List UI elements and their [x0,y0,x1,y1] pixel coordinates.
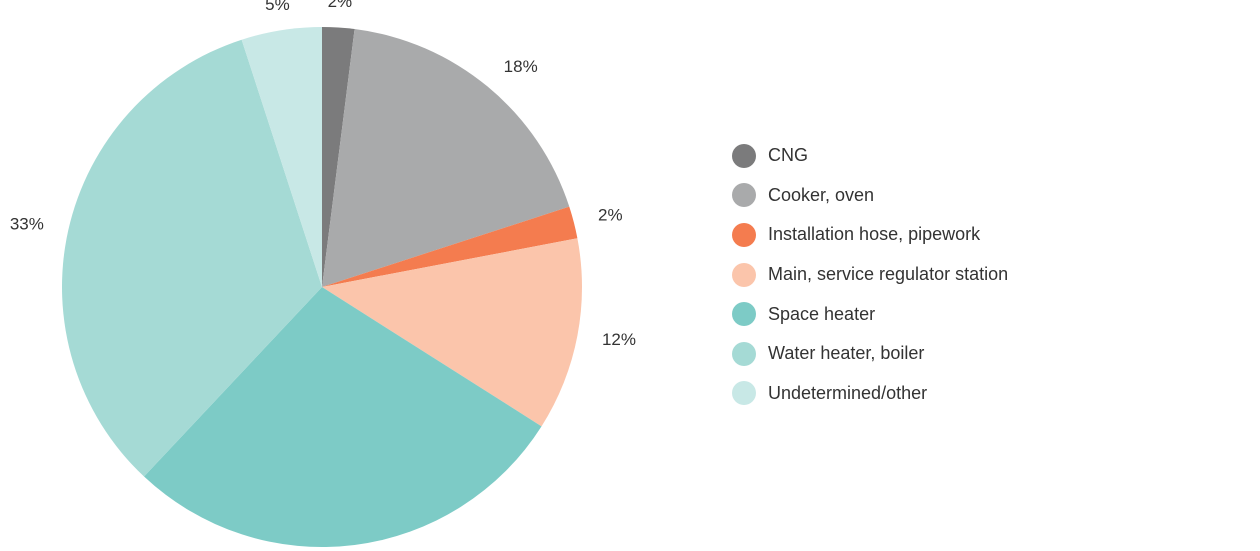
pie-slice-main-service-regulator-station [322,238,582,427]
legend-item-space-heater: Space heater [732,294,1008,334]
slice-label-cooker-oven: 18% [504,57,538,76]
legend-item-undetermined-other: Undetermined/other [732,374,1008,414]
legend-swatch [732,183,756,208]
legend-item-main-service-regulator: Main, service regulator station [732,255,1008,295]
legend-swatch [732,143,756,168]
slice-labels: 2%18%2%12%28%33%5% [10,0,636,349]
legend-label: Space heater [768,303,876,324]
pie-slice-installation-hose-pipework [322,206,578,287]
legend-label: Main, service regulator station [768,264,1009,285]
legend-label: Installation hose, pipework [768,224,981,245]
legend-swatch [732,381,756,406]
legend-swatch [732,302,756,327]
legend-item-installation-hose: Installation hose, pipework [732,215,1008,255]
legend-label: Undetermined/other [768,382,928,403]
legend-swatch [732,262,756,287]
legend-item-water-heater-boiler: Water heater, boiler [732,334,1008,374]
legend-swatch [732,341,756,366]
legend-label: CNG [768,145,808,166]
slice-label-water-heater-boiler: 33% [10,214,44,233]
slice-label-cng: 2% [328,0,353,11]
slice-label-undetermined-other: 5% [265,0,290,14]
legend: CNG Cooker, oven Installation hose, pipe… [732,136,1008,413]
pie-slice-cooker-oven [322,29,570,288]
pie-slices [61,27,582,547]
slice-label-installation-hose-pipework: 2% [598,206,623,225]
legend-item-cng: CNG [732,136,1008,176]
pie-slice-cng [322,27,355,287]
pie-slice-water-heater-boiler [61,39,323,477]
legend-label: Water heater, boiler [768,343,925,364]
legend-item-cooker-oven: Cooker, oven [732,176,1008,216]
legend-label: Cooker, oven [768,184,875,205]
legend-swatch [732,222,756,247]
slice-label-main-service-regulator-station: 12% [602,330,636,349]
pie-slice-space-heater [144,287,542,547]
pie-slice-undetermined-other [241,27,322,287]
